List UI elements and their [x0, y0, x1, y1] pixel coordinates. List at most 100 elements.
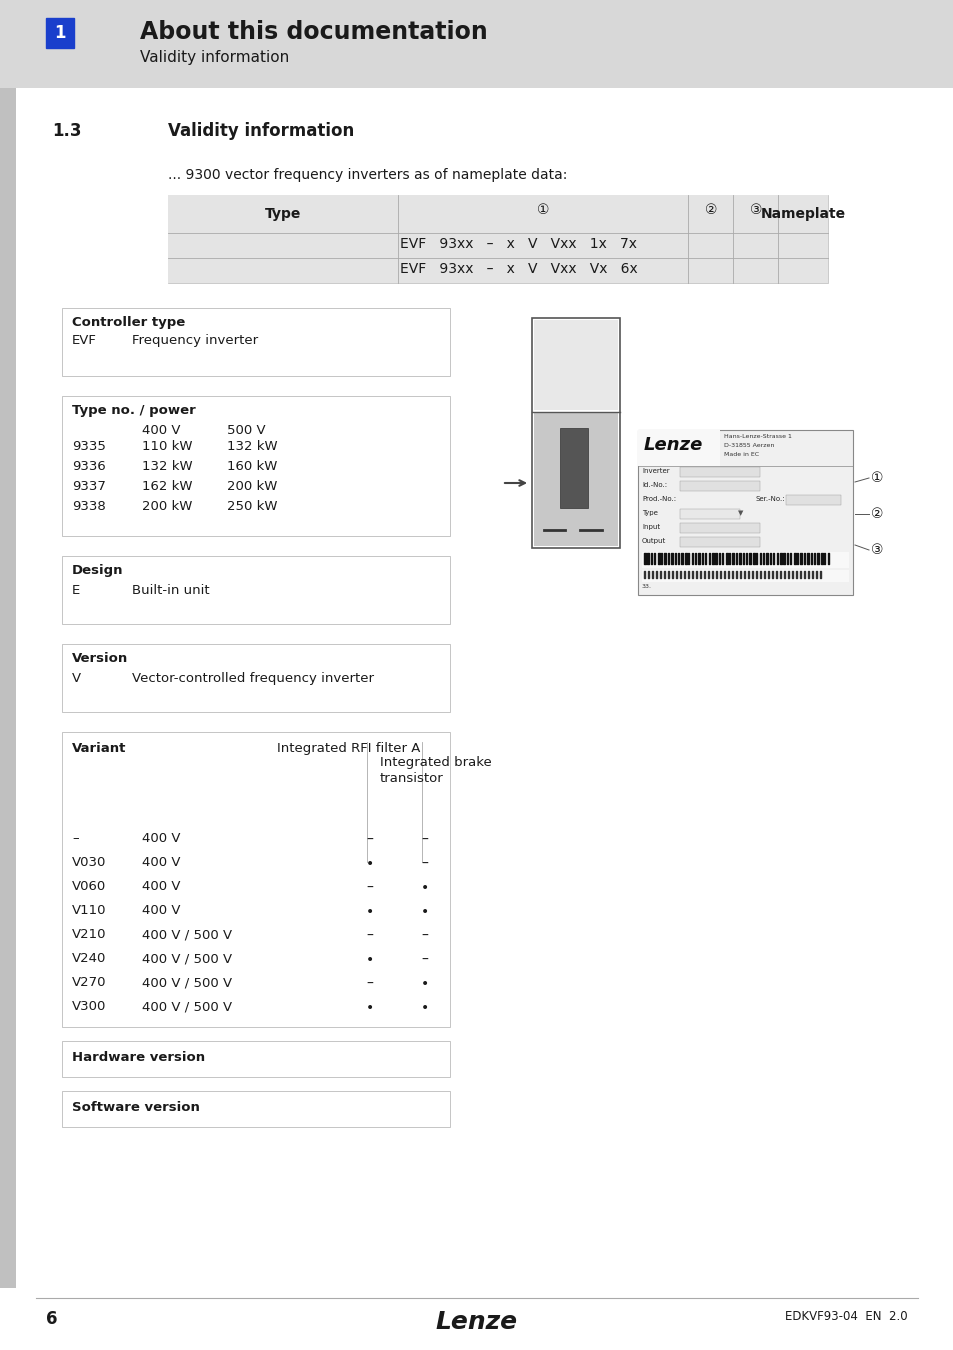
- Text: 162 kW: 162 kW: [142, 481, 193, 493]
- FancyBboxPatch shape: [559, 428, 587, 508]
- Text: •: •: [420, 977, 429, 991]
- Text: 33.: 33.: [641, 585, 651, 589]
- Text: ②: ②: [870, 508, 882, 521]
- Text: 200 kW: 200 kW: [142, 500, 193, 513]
- Text: Version: Version: [71, 652, 128, 666]
- Text: Hardware version: Hardware version: [71, 1052, 205, 1064]
- Text: Integrated RFI filter A: Integrated RFI filter A: [276, 743, 420, 755]
- FancyBboxPatch shape: [679, 481, 760, 491]
- Text: 9337: 9337: [71, 481, 106, 493]
- Text: EVF: EVF: [71, 333, 97, 347]
- Text: 200 kW: 200 kW: [227, 481, 277, 493]
- Text: 500 V: 500 V: [227, 424, 265, 437]
- Text: ③: ③: [749, 202, 761, 217]
- Text: Type: Type: [265, 207, 301, 221]
- Text: 400 V: 400 V: [142, 880, 180, 892]
- Text: 400 V / 500 V: 400 V / 500 V: [142, 1000, 232, 1012]
- Text: –: –: [421, 953, 428, 967]
- Text: V: V: [71, 672, 81, 684]
- Text: 400 V / 500 V: 400 V / 500 V: [142, 927, 232, 941]
- FancyBboxPatch shape: [62, 1091, 450, 1127]
- Text: Type no. / power: Type no. / power: [71, 404, 195, 417]
- Text: V240: V240: [71, 952, 107, 965]
- Text: Made in EC: Made in EC: [723, 452, 759, 458]
- FancyBboxPatch shape: [532, 319, 619, 548]
- Text: –: –: [366, 929, 373, 944]
- Text: V210: V210: [71, 927, 107, 941]
- FancyBboxPatch shape: [0, 88, 16, 1288]
- Text: E: E: [71, 585, 80, 597]
- FancyBboxPatch shape: [62, 308, 450, 377]
- Text: Variant: Variant: [71, 743, 126, 755]
- FancyBboxPatch shape: [638, 431, 852, 595]
- Text: 1: 1: [54, 24, 66, 42]
- FancyBboxPatch shape: [679, 509, 740, 518]
- Text: 9338: 9338: [71, 500, 106, 513]
- FancyBboxPatch shape: [62, 396, 450, 536]
- Text: •: •: [366, 904, 374, 919]
- Text: 132 kW: 132 kW: [227, 440, 277, 454]
- FancyBboxPatch shape: [679, 522, 760, 533]
- Text: ▼: ▼: [738, 510, 742, 516]
- Text: Output: Output: [641, 539, 665, 544]
- Text: ①: ①: [537, 202, 549, 217]
- Text: 1.3: 1.3: [52, 122, 81, 140]
- Text: Id.-No.:: Id.-No.:: [641, 482, 666, 487]
- Text: Integrated brake: Integrated brake: [379, 756, 491, 770]
- Text: Prod.-No.:: Prod.-No.:: [641, 495, 676, 502]
- Text: –: –: [71, 832, 78, 845]
- FancyBboxPatch shape: [534, 320, 618, 410]
- Text: Software version: Software version: [71, 1102, 200, 1114]
- Text: ①: ①: [870, 471, 882, 485]
- FancyBboxPatch shape: [62, 732, 450, 1027]
- Text: 9335: 9335: [71, 440, 106, 454]
- FancyBboxPatch shape: [534, 413, 618, 545]
- Text: –: –: [366, 882, 373, 895]
- Text: Frequency inverter: Frequency inverter: [132, 333, 258, 347]
- Text: EVF   93xx   –   x   V   Vxx   Vx   6x: EVF 93xx – x V Vxx Vx 6x: [399, 262, 638, 275]
- Text: Built-in unit: Built-in unit: [132, 585, 210, 597]
- FancyBboxPatch shape: [62, 556, 450, 624]
- FancyBboxPatch shape: [641, 552, 848, 568]
- Text: –: –: [421, 857, 428, 871]
- FancyBboxPatch shape: [679, 537, 760, 547]
- Text: D-31855 Aerzen: D-31855 Aerzen: [723, 443, 774, 448]
- Text: EDKVF93-04  EN  2.0: EDKVF93-04 EN 2.0: [784, 1310, 907, 1323]
- Text: Vector-controlled frequency inverter: Vector-controlled frequency inverter: [132, 672, 374, 684]
- FancyBboxPatch shape: [0, 0, 953, 88]
- Text: Validity information: Validity information: [140, 50, 289, 65]
- Text: Lenze: Lenze: [643, 436, 702, 454]
- Text: ③: ③: [870, 543, 882, 558]
- Text: 400 V: 400 V: [142, 832, 180, 845]
- Text: –: –: [366, 833, 373, 846]
- FancyBboxPatch shape: [62, 1041, 450, 1077]
- Text: 6: 6: [46, 1310, 57, 1328]
- Text: EVF   93xx   –   x   V   Vxx   1x   7x: EVF 93xx – x V Vxx 1x 7x: [399, 238, 637, 251]
- Text: •: •: [366, 857, 374, 871]
- Text: •: •: [366, 1000, 374, 1015]
- Text: 132 kW: 132 kW: [142, 460, 193, 472]
- Text: V110: V110: [71, 904, 107, 917]
- Text: Validity information: Validity information: [168, 122, 354, 140]
- FancyBboxPatch shape: [638, 431, 720, 466]
- Text: 400 V: 400 V: [142, 424, 180, 437]
- Text: 9336: 9336: [71, 460, 106, 472]
- Text: ... 9300 vector frequency inverters as of nameplate data:: ... 9300 vector frequency inverters as o…: [168, 167, 567, 182]
- Text: 400 V: 400 V: [142, 904, 180, 917]
- Text: •: •: [420, 882, 429, 895]
- Text: Nameplate: Nameplate: [760, 207, 844, 221]
- Text: V300: V300: [71, 1000, 107, 1012]
- FancyBboxPatch shape: [168, 194, 827, 284]
- Text: transistor: transistor: [379, 772, 443, 784]
- Text: Ser.-No.:: Ser.-No.:: [755, 495, 785, 502]
- Text: –: –: [366, 977, 373, 991]
- Text: Inverter: Inverter: [641, 468, 669, 474]
- Text: 250 kW: 250 kW: [227, 500, 277, 513]
- Text: ②: ②: [704, 202, 717, 217]
- FancyBboxPatch shape: [62, 644, 450, 711]
- Text: 110 kW: 110 kW: [142, 440, 193, 454]
- FancyBboxPatch shape: [679, 467, 760, 477]
- Text: 400 V: 400 V: [142, 856, 180, 869]
- Text: 400 V / 500 V: 400 V / 500 V: [142, 952, 232, 965]
- Text: Controller type: Controller type: [71, 316, 185, 329]
